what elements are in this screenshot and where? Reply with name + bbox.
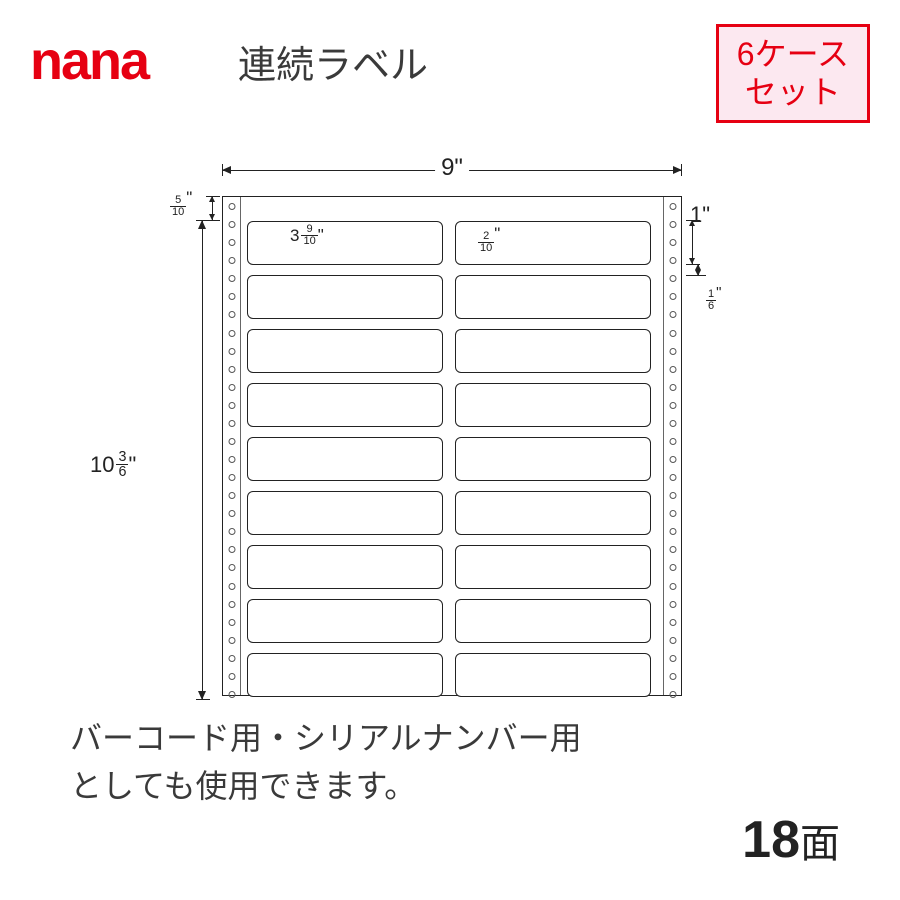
spec-diagram: 9" 5 10 " 10 3 6 " 1" bbox=[90, 160, 810, 730]
footer-description: バーコード用・シリアルナンバー用 としても使用できます。 bbox=[70, 714, 582, 810]
label-cell bbox=[247, 221, 443, 265]
label-cell bbox=[455, 545, 651, 589]
label-cell bbox=[455, 653, 651, 697]
face-count-number: 18 bbox=[742, 811, 800, 869]
label-cell bbox=[247, 383, 443, 427]
label-cell bbox=[247, 653, 443, 697]
dim-label-height: 1" bbox=[690, 202, 710, 228]
dim-sheet-width: 9" bbox=[222, 160, 682, 190]
face-count: 18面 bbox=[742, 810, 840, 870]
label-cell bbox=[455, 329, 651, 373]
dim-sheet-height-label: 10 3 6 " bbox=[90, 450, 136, 480]
dim-sheet-width-label: 9" bbox=[435, 154, 469, 182]
badge-line1: 6ケース bbox=[737, 35, 849, 73]
feed-strip-left bbox=[223, 197, 241, 695]
footer-line2: としても使用できます。 bbox=[70, 762, 582, 810]
label-sheet bbox=[222, 196, 682, 696]
face-count-suffix: 面 bbox=[800, 822, 840, 866]
label-cell bbox=[455, 275, 651, 319]
label-cell bbox=[247, 599, 443, 643]
label-cell bbox=[455, 599, 651, 643]
label-cell bbox=[455, 437, 651, 481]
footer-line1: バーコード用・シリアルナンバー用 bbox=[70, 714, 582, 762]
label-cell bbox=[247, 329, 443, 373]
set-badge: 6ケース セット bbox=[716, 24, 870, 123]
label-cell bbox=[247, 545, 443, 589]
label-cell bbox=[247, 491, 443, 535]
product-title: 連続ラベル bbox=[238, 34, 428, 89]
dim-sheet-height: 10 3 6 " bbox=[90, 220, 218, 700]
label-cell bbox=[247, 275, 443, 319]
dim-label-width: 3 9 10 " bbox=[290, 224, 324, 247]
dim-row-gap: 1 6 " bbox=[706, 282, 721, 312]
feed-strip-right bbox=[663, 197, 681, 695]
badge-line2: セット bbox=[737, 73, 849, 111]
label-cell bbox=[455, 383, 651, 427]
label-cell bbox=[247, 437, 443, 481]
brand-logo: nana bbox=[30, 30, 148, 92]
dim-top-margin-arrow bbox=[212, 196, 213, 220]
dim-top-margin: 5 10 " bbox=[170, 188, 192, 218]
label-cell bbox=[455, 491, 651, 535]
dim-col-gap: 2 10 " bbox=[478, 224, 500, 254]
